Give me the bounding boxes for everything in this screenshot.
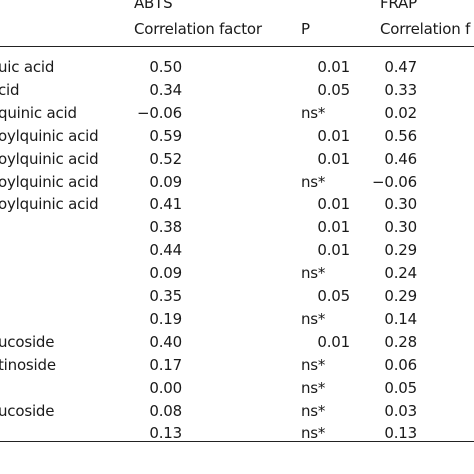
- abts-correlation-cell: 0.09: [149, 264, 182, 282]
- abts-correlation-cell: 0.52: [149, 150, 182, 168]
- frap-correlation-cell: 0.14: [384, 310, 417, 328]
- abts-p-cell: ns*: [301, 310, 326, 328]
- abts-correlation-cell: 0.00: [149, 379, 182, 397]
- abts-correlation-cell: 0.08: [149, 402, 182, 420]
- abts-p-cell: 0.01: [317, 241, 350, 259]
- compound-cell: oylquinic acid: [0, 173, 99, 191]
- abts-correlation-cell: −0.06: [137, 104, 182, 122]
- compound-cell: oylquinic acid: [0, 127, 99, 145]
- abts-p-cell: ns*: [301, 424, 326, 442]
- compound-cell: ucoside: [0, 402, 55, 420]
- abts-p-cell: ns*: [301, 173, 326, 191]
- frap-correlation-cell: 0.03: [384, 402, 417, 420]
- abts-correlation-cell: 0.41: [149, 195, 182, 213]
- abts-correlation-cell: 0.34: [149, 81, 182, 99]
- abts-p-cell: ns*: [301, 104, 326, 122]
- abts-p-cell: 0.01: [317, 127, 350, 145]
- header-rule: [0, 46, 474, 47]
- compound-cell: tinoside: [0, 356, 56, 374]
- abts-header: ABTS: [134, 0, 173, 12]
- compound-cell: ucoside: [0, 333, 55, 351]
- frap-header: FRAP: [380, 0, 417, 12]
- frap-correlation-cell: 0.24: [384, 264, 417, 282]
- frap-correlation-cell: 0.29: [384, 287, 417, 305]
- abts-correlation-cell: 0.38: [149, 218, 182, 236]
- abts-p-cell: 0.01: [317, 218, 350, 236]
- frap-correlation-cell: 0.29: [384, 241, 417, 259]
- abts-correlation-cell: 0.09: [149, 173, 182, 191]
- abts-p-cell: ns*: [301, 356, 326, 374]
- abts-p-cell: 0.01: [317, 58, 350, 76]
- abts-p-cell: 0.01: [317, 333, 350, 351]
- frap-correlation-cell: 0.46: [384, 150, 417, 168]
- compound-cell: uic acid: [0, 58, 55, 76]
- abts-correlation-cell: 0.35: [149, 287, 182, 305]
- compound-cell: oylquinic acid: [0, 195, 99, 213]
- frap-correlation-cell: −0.06: [372, 173, 417, 191]
- bottom-rule: [0, 441, 474, 442]
- abts-correlation-cell: 0.40: [149, 333, 182, 351]
- abts-p-cell: ns*: [301, 379, 326, 397]
- frap-correlation-cell: 0.47: [384, 58, 417, 76]
- frap-correlation-cell: 0.06: [384, 356, 417, 374]
- frap-correlation-cell: 0.30: [384, 195, 417, 213]
- abts-correlation-cell: 0.50: [149, 58, 182, 76]
- abts-correlation-cell: 0.19: [149, 310, 182, 328]
- abts-correlation-cell: 0.13: [149, 424, 182, 442]
- abts-p-header: P: [301, 20, 310, 38]
- abts-correlation-factor-header: Correlation factor: [134, 20, 262, 38]
- frap-correlation-cell: 0.33: [384, 81, 417, 99]
- abts-p-cell: ns*: [301, 264, 326, 282]
- abts-p-cell: 0.05: [317, 81, 350, 99]
- frap-correlation-cell: 0.05: [384, 379, 417, 397]
- compound-cell: cid: [0, 81, 20, 99]
- abts-p-cell: 0.05: [317, 287, 350, 305]
- abts-p-cell: ns*: [301, 402, 326, 420]
- compound-cell: quinic acid: [0, 104, 77, 122]
- abts-p-cell: 0.01: [317, 150, 350, 168]
- abts-correlation-cell: 0.17: [149, 356, 182, 374]
- frap-correlation-cell: 0.30: [384, 218, 417, 236]
- frap-correlation-cell: 0.28: [384, 333, 417, 351]
- frap-correlation-factor-header: Correlation f: [380, 20, 471, 38]
- frap-correlation-cell: 0.13: [384, 424, 417, 442]
- frap-correlation-cell: 0.56: [384, 127, 417, 145]
- frap-correlation-cell: 0.02: [384, 104, 417, 122]
- abts-p-cell: 0.01: [317, 195, 350, 213]
- abts-correlation-cell: 0.44: [149, 241, 182, 259]
- compound-cell: oylquinic acid: [0, 150, 99, 168]
- abts-correlation-cell: 0.59: [149, 127, 182, 145]
